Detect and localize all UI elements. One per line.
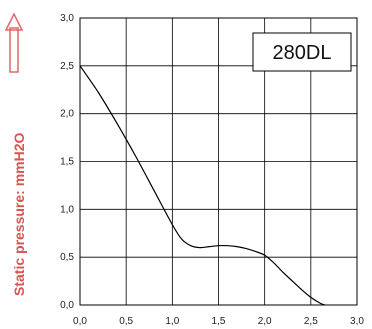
x-tick-label: 3,0 — [350, 316, 364, 327]
y-axis-title-group: Static pressure: mmH2O — [4, 12, 27, 296]
y-tick-label: 0,5 — [60, 252, 74, 263]
y-ticks: 0,0 0,5 1,0 1,5 2,0 2,5 3,0 — [60, 13, 74, 311]
x-tick-label: 0,0 — [73, 316, 87, 327]
x-tick-label: 2,5 — [304, 316, 318, 327]
up-arrow-icon — [4, 12, 24, 73]
y-tick-label: 0,0 — [60, 300, 74, 311]
y-tick-label: 2,5 — [60, 61, 74, 72]
x-tick-label: 1,5 — [212, 316, 226, 327]
chart-title: 280DL — [273, 42, 332, 64]
x-tick-label: 1,0 — [165, 316, 179, 327]
y-tick-label: 1,0 — [60, 204, 74, 215]
y-tick-label: 3,0 — [60, 13, 74, 24]
y-tick-label: 2,0 — [60, 109, 74, 120]
model-box: 280DL — [252, 32, 352, 72]
plot-frame — [79, 17, 358, 306]
x-ticks: 0,0 0,5 1,0 1,5 2,0 2,5 3,0 — [73, 316, 364, 327]
y-tick-label: 1,5 — [60, 157, 74, 168]
x-tick-label: 0,5 — [119, 316, 133, 327]
series-line — [79, 65, 325, 306]
y-axis-label: Static pressure: mmH2O — [11, 132, 27, 296]
x-tick-label: 2,0 — [258, 316, 272, 327]
